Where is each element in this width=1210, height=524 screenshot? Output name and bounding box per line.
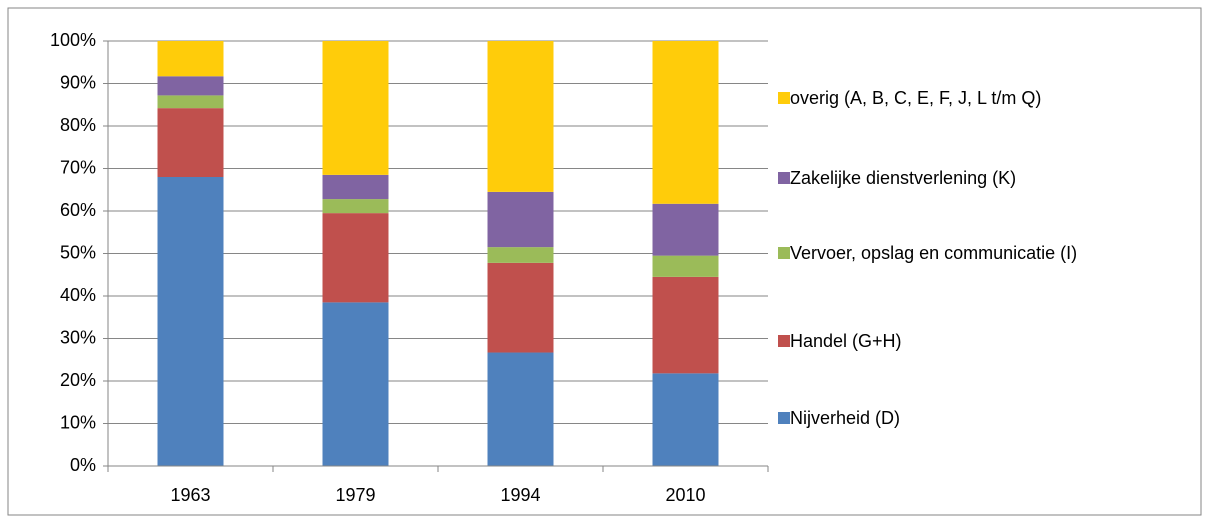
x-tick-label: 2010 xyxy=(665,485,705,505)
x-tick-label: 1994 xyxy=(500,485,540,505)
bar-segment xyxy=(322,213,389,303)
y-tick-label: 30% xyxy=(60,327,96,347)
bar-segment xyxy=(487,191,554,248)
legend-swatch xyxy=(778,412,790,424)
bar-segment xyxy=(487,352,554,466)
legend-label: Nijverheid (D) xyxy=(790,408,901,428)
legend-label: Handel (G+H) xyxy=(790,331,902,351)
y-tick-label: 50% xyxy=(60,242,96,262)
bar-segment xyxy=(322,174,389,200)
bar-segment xyxy=(487,247,554,263)
legend-label: Zakelijke dienstverlening (K) xyxy=(790,168,1017,188)
bar-segment xyxy=(487,41,554,192)
bar-segment xyxy=(487,262,554,353)
legend-label: overig (A, B, C, E, F, J, L t/m Q) xyxy=(790,88,1042,108)
y-tick-label: 90% xyxy=(60,72,96,92)
legend-swatch xyxy=(778,92,790,104)
legend-swatch xyxy=(778,172,790,184)
y-tick-label: 100% xyxy=(50,30,96,50)
y-tick-label: 20% xyxy=(60,370,96,390)
legend-swatch xyxy=(778,335,790,347)
bar-segment xyxy=(652,203,719,256)
bar-segment xyxy=(322,302,389,466)
bar-segment xyxy=(652,41,719,204)
bar-segment xyxy=(322,41,389,175)
y-tick-label: 70% xyxy=(60,157,96,177)
x-tick-label: 1979 xyxy=(335,485,375,505)
bar-segment xyxy=(157,95,224,109)
y-tick-label: 10% xyxy=(60,412,96,432)
legend-label: Vervoer, opslag en communicatie (I) xyxy=(790,243,1078,263)
bar-segment xyxy=(157,177,224,466)
y-tick-label: 80% xyxy=(60,115,96,135)
bar-segment xyxy=(652,276,719,374)
bar-segment xyxy=(322,199,389,214)
bar-segment xyxy=(652,255,719,277)
legend-item: Handel (G+H) xyxy=(790,331,902,351)
x-tick-label: 1963 xyxy=(170,485,210,505)
bar-segment xyxy=(157,108,224,177)
y-tick-label: 40% xyxy=(60,285,96,305)
y-tick-label: 60% xyxy=(60,200,96,220)
legend-item: overig (A, B, C, E, F, J, L t/m Q) xyxy=(790,88,1042,108)
bar-segment xyxy=(652,373,719,466)
legend-item: Nijverheid (D) xyxy=(790,408,901,428)
legend-swatch xyxy=(778,247,790,259)
bar-segment xyxy=(157,41,224,77)
legend-item: Vervoer, opslag en communicatie (I) xyxy=(790,243,1078,263)
y-tick-label: 0% xyxy=(70,455,96,475)
bar-segment xyxy=(157,76,224,96)
legend-item: Zakelijke dienstverlening (K) xyxy=(790,168,1017,188)
